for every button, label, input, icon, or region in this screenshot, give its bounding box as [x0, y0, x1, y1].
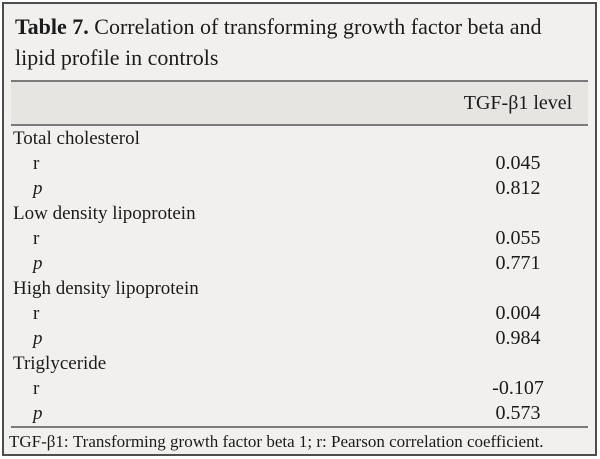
stat-value-p: 0.984: [495, 327, 541, 349]
stat-label-p: p: [33, 328, 43, 349]
table-number-label: Table 7.: [15, 14, 89, 39]
rule-top: [11, 80, 588, 82]
stat-label-r: r: [33, 378, 40, 399]
stat-label-p: p: [33, 178, 43, 199]
table-row-stat: r 0.045: [4, 151, 595, 176]
stat-value-p: 0.573: [495, 402, 541, 424]
group-name: Low density lipoprotein: [13, 203, 196, 224]
table-row-group: High density lipoprotein: [4, 276, 595, 301]
stat-label-r: r: [33, 228, 40, 249]
group-name: Triglyceride: [13, 353, 107, 374]
stat-label-r: r: [33, 303, 40, 324]
table-row-group: Triglyceride: [4, 351, 595, 376]
stat-value-r: 0.045: [495, 152, 541, 174]
table-row-stat: r 0.055: [4, 226, 595, 251]
stat-value-r: 0.055: [495, 227, 541, 249]
stat-label-p: p: [33, 403, 43, 424]
table-header-row: TGF-β1 level: [11, 82, 588, 124]
stat-value-p: 0.771: [495, 252, 541, 274]
table-body: Total cholesterol r 0.045 p 0.812 Low de…: [4, 126, 595, 426]
rule-below-header: [11, 124, 588, 126]
stat-value-r: -0.107: [492, 377, 544, 399]
table-row-stat: r -0.107: [4, 376, 595, 401]
stat-label-p: p: [33, 253, 43, 274]
table-row-stat: p 0.573: [4, 401, 595, 426]
stat-value-r: 0.004: [495, 302, 541, 324]
table-title-text: Correlation of transforming growth facto…: [15, 14, 542, 70]
table-title: Table 7. Correlation of transforming gro…: [4, 4, 595, 80]
table-row-stat: p 0.812: [4, 176, 595, 201]
rule-above-footnote: [11, 426, 588, 428]
table-footnote: TGF-β1: Transforming growth factor beta …: [9, 432, 544, 451]
table-row-stat: p 0.984: [4, 326, 595, 351]
table-row-group: Low density lipoprotein: [4, 201, 595, 226]
column-header-tgf-b1-level: TGF-β1 level: [463, 91, 573, 114]
table-row-stat: r 0.004: [4, 301, 595, 326]
group-name: High density lipoprotein: [13, 278, 199, 299]
stat-value-p: 0.812: [495, 177, 541, 199]
stat-label-r: r: [33, 153, 40, 174]
group-name: Total cholesterol: [13, 128, 140, 149]
table-row-stat: p 0.771: [4, 251, 595, 276]
table-row-group: Total cholesterol: [4, 126, 595, 151]
